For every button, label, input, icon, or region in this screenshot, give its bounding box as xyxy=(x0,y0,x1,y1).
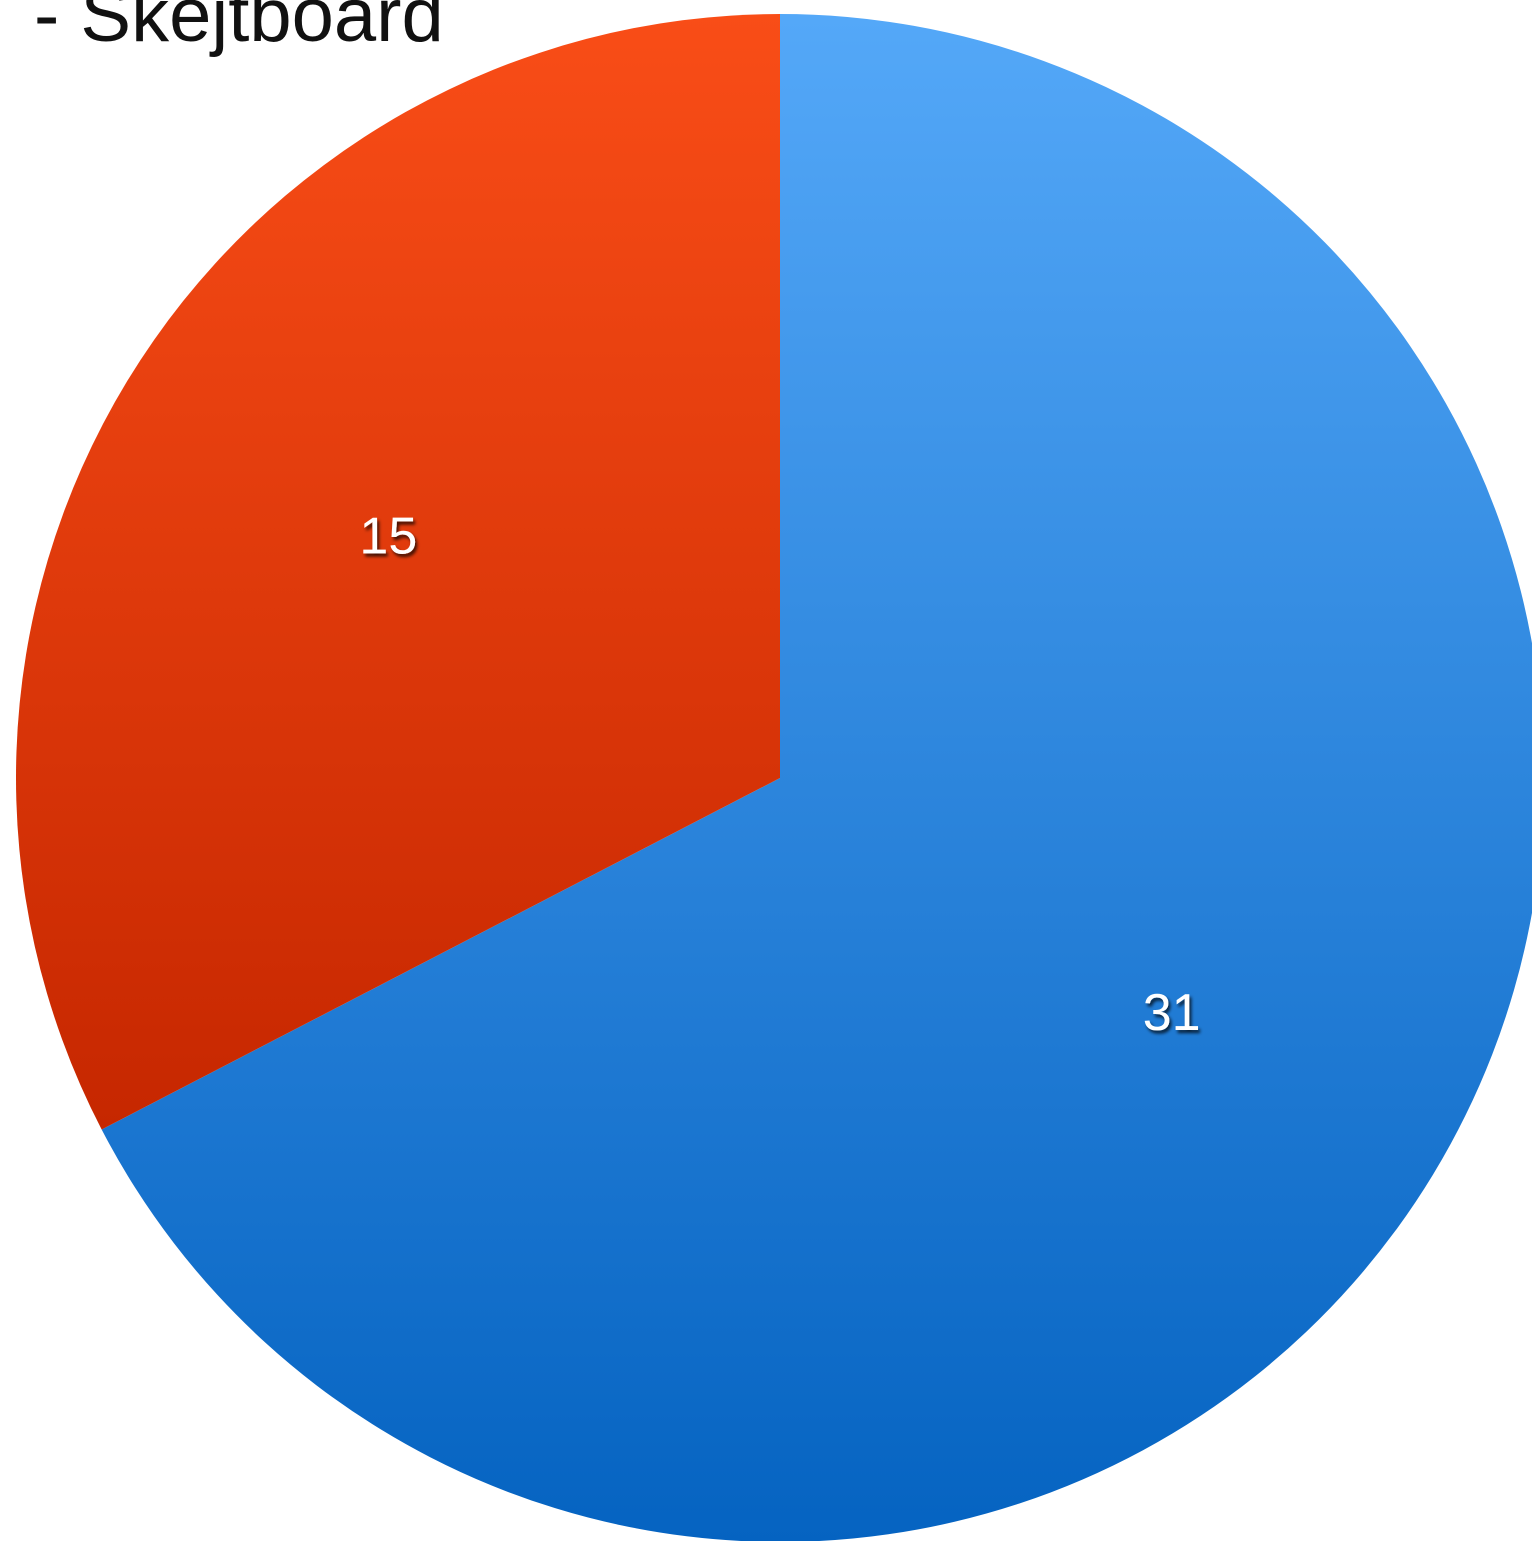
data-label-31: 31 xyxy=(1143,984,1201,1042)
data-label-15: 15 xyxy=(359,508,417,566)
pie-slice-15 xyxy=(15,14,780,1130)
pie-data-labels: 31 15 xyxy=(359,508,1200,1042)
pie-slice-31 xyxy=(101,14,1532,1541)
pie-slices xyxy=(15,14,1532,1541)
chart-title: - Skejtboard xyxy=(34,0,444,58)
